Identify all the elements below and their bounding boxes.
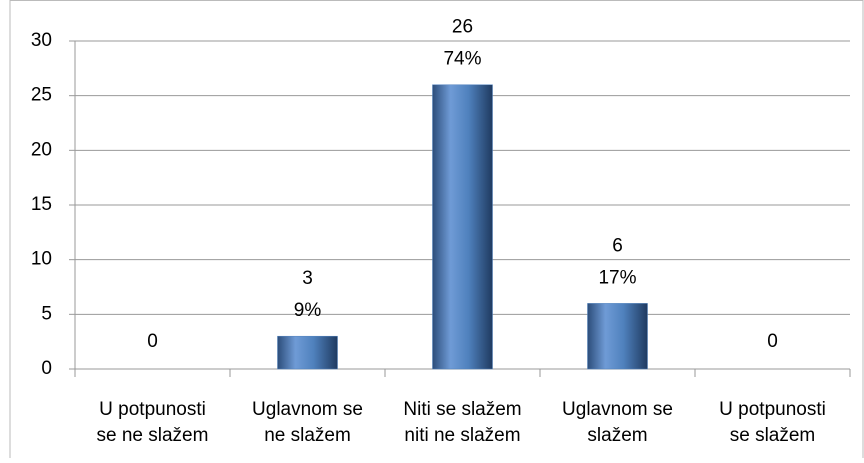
- chart-border: [9, 0, 864, 463]
- data-label: 3: [302, 268, 313, 289]
- x-tick-label: se slažem: [730, 425, 816, 446]
- x-tick-label: U potpunosti: [99, 399, 206, 420]
- y-tick-label: 15: [31, 194, 52, 215]
- x-tick-label: ne slažem: [264, 425, 351, 446]
- y-tick-label: 30: [31, 30, 52, 51]
- bar: [587, 303, 648, 370]
- y-tick-label: 25: [31, 85, 52, 106]
- y-tick-label: 10: [31, 249, 52, 270]
- percent-label: 9%: [294, 300, 322, 321]
- y-tick-label: 20: [31, 139, 52, 160]
- x-tick-label: Niti se slažem: [403, 399, 521, 420]
- data-label: 0: [147, 331, 158, 352]
- percent-label: 74%: [443, 49, 481, 70]
- x-tick-label: slažem: [587, 425, 647, 446]
- y-tick-label: 0: [41, 358, 52, 379]
- data-label: 0: [767, 331, 778, 352]
- x-tick-label: niti ne slažem: [404, 425, 520, 446]
- x-tick-label: Uglavnom se: [562, 399, 673, 420]
- data-label: 26: [452, 17, 473, 38]
- x-tick-label: se ne slažem: [97, 425, 209, 446]
- percent-label: 17%: [598, 267, 636, 288]
- data-label: 6: [612, 235, 623, 256]
- bar: [432, 84, 493, 370]
- bar: [277, 335, 338, 370]
- x-tick-label: Uglavnom se: [252, 399, 363, 420]
- x-tick-label: U potpunosti: [719, 399, 826, 420]
- y-tick-label: 5: [41, 303, 52, 324]
